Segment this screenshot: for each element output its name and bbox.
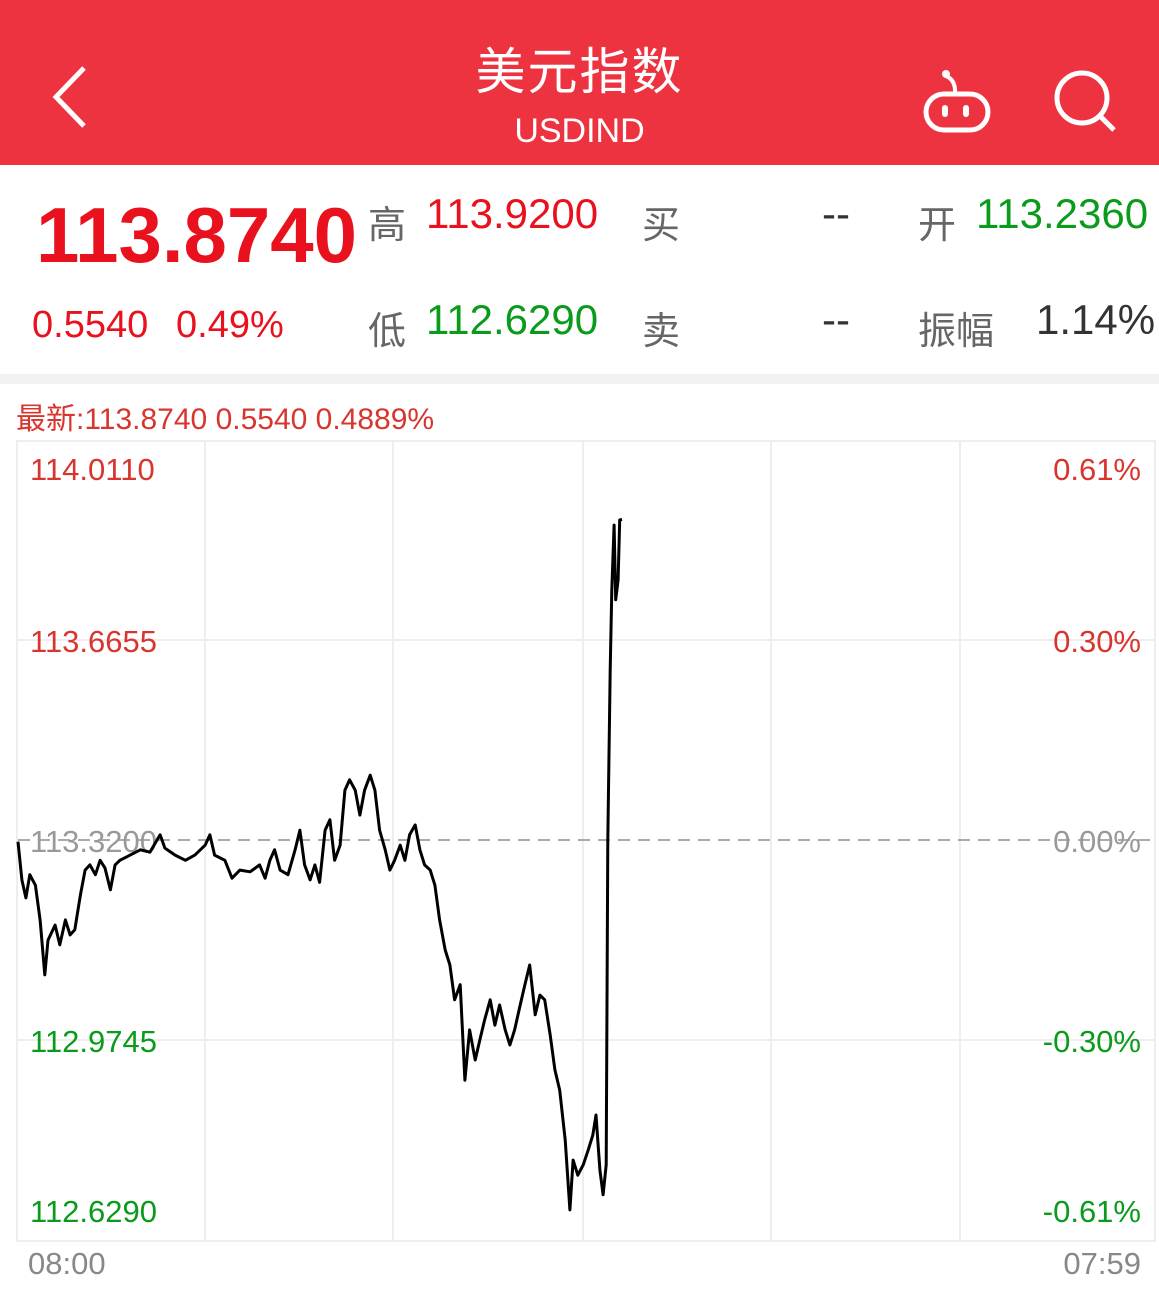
y-tick-label-right: 0.00% xyxy=(1053,824,1141,859)
y-tick-label-right: 0.30% xyxy=(1053,624,1141,659)
low-label: 低 xyxy=(368,309,407,353)
back-chevron-icon[interactable] xyxy=(50,62,90,132)
x-tick-label-end: 07:59 xyxy=(1063,1246,1141,1281)
y-tick-label-right: 0.61% xyxy=(1053,452,1141,487)
price-line xyxy=(16,517,623,1212)
divider xyxy=(0,374,1159,384)
y-tick-label-left: 112.9745 xyxy=(30,1024,157,1059)
y-tick-label-left: 114.0110 xyxy=(30,452,155,487)
buy-label: 买 xyxy=(642,203,681,247)
y-tick-label-right: -0.61% xyxy=(1043,1194,1141,1229)
sell-value: -- xyxy=(822,296,850,343)
high-value: 113.9200 xyxy=(426,190,599,237)
open-value: 113.2360 xyxy=(976,190,1149,237)
change: 0.5540 xyxy=(32,304,149,346)
y-tick-label-left: 113.6655 xyxy=(30,624,157,659)
last-price: 113.8740 xyxy=(36,191,358,279)
chart-frame xyxy=(16,440,1156,1242)
y-tick-label-left: 112.6290 xyxy=(30,1194,157,1229)
instrument-code: USDIND xyxy=(514,112,645,150)
y-tick-label-right: -0.30% xyxy=(1043,1024,1141,1059)
search-icon[interactable] xyxy=(1052,68,1122,138)
y-tick-label-left: 113.3200 xyxy=(30,824,157,859)
low-value: 112.6290 xyxy=(426,296,599,343)
change-pct: 0.49% xyxy=(176,304,284,346)
open-label: 开 xyxy=(918,203,957,247)
amplitude-label: 振幅 xyxy=(918,309,995,353)
amplitude-value: 1.14% xyxy=(1036,296,1156,343)
sell-label: 卖 xyxy=(642,309,681,353)
top-bar: 美元指数 USDIND xyxy=(0,0,1159,165)
x-tick-label-start: 08:00 xyxy=(28,1246,106,1281)
buy-value: -- xyxy=(822,190,850,237)
high-label: 高 xyxy=(368,203,407,247)
latest-line: 最新:113.8740 0.5540 0.4889% xyxy=(16,403,435,436)
page-title: 美元指数 xyxy=(475,43,684,101)
robot-icon[interactable] xyxy=(920,64,995,134)
